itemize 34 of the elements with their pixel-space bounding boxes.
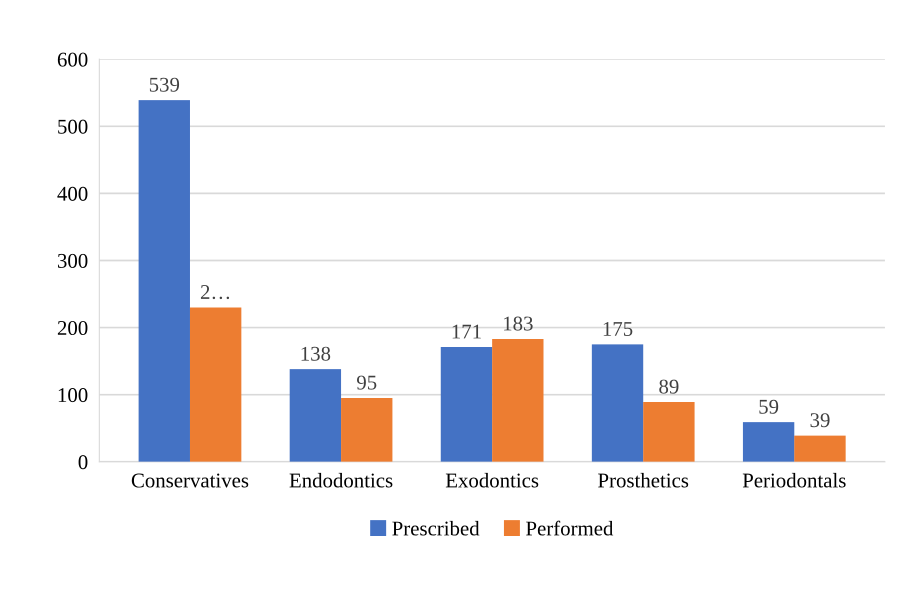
bar [440,347,492,462]
bar [592,344,644,462]
y-tick-label: 400 [57,186,88,201]
data-label: 539 [150,78,180,92]
data-label: 2… [200,285,230,300]
x-tick-label: Periodontals [742,472,846,488]
bar [643,402,695,462]
data-label: 138 [302,346,330,361]
data-label: 39 [810,413,830,428]
y-tick-label: 0 [78,455,88,470]
y-tick-label: 300 [58,254,88,268]
y-tick-label: 100 [58,388,88,402]
x-tick-label: Prosthetics [598,472,688,488]
data-label: 89 [659,380,678,394]
data-label: 175 [604,322,632,336]
bar [742,422,794,462]
legend-label: Prescribed [392,520,480,536]
bar [290,369,342,462]
x-tick-label: Endodontics [290,472,392,488]
legend-label: Performed [526,520,614,536]
bar [190,307,242,462]
bar [492,338,544,462]
data-label: 183 [504,316,533,331]
data-label: 95 [356,376,376,390]
y-tick-label: 600 [58,52,88,67]
data-label: 59 [759,400,778,414]
bar [794,436,846,462]
x-tick-label: Conservatives [132,474,248,488]
bar [138,100,190,462]
data-label: 171 [452,324,481,338]
x-tick-label: Exodontics [446,472,538,488]
y-tick-label: 500 [58,120,88,134]
bar [341,398,392,462]
y-tick-label: 200 [58,320,88,336]
